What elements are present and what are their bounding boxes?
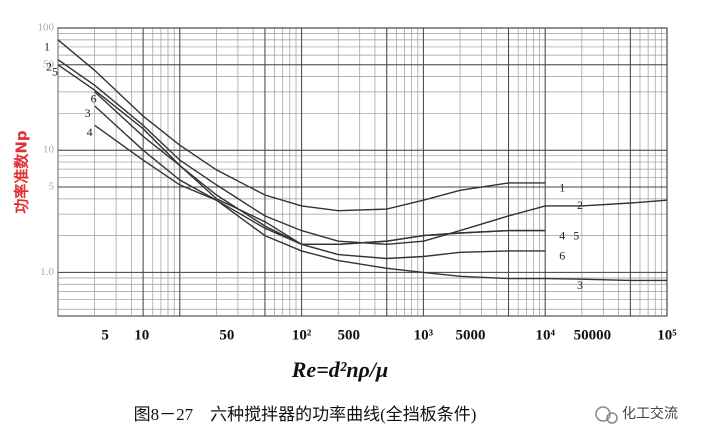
y-tick-label: 1.0 [40, 266, 54, 278]
curve [94, 105, 667, 282]
watermark-icon [595, 406, 618, 424]
x-tick-label: 10³ [414, 327, 434, 343]
y-tick-label: 10 [43, 144, 55, 156]
x-tick-label: 10⁵ [657, 327, 677, 343]
x-axis-title: Re=d²nρ/μ [291, 357, 389, 382]
curve-label: 3 [577, 278, 583, 292]
x-tick-label: 10⁴ [535, 327, 555, 343]
curve-label: 1 [559, 181, 565, 195]
x-tick-label: 10² [292, 327, 312, 343]
curve-label: 2 [577, 198, 583, 212]
curve-label: 5 [573, 228, 579, 242]
curve-label: 2 [46, 59, 52, 73]
curve-label: 3 [85, 106, 91, 120]
curve-label: 1 [44, 40, 50, 54]
x-tick-label: 5 [101, 327, 109, 343]
x-tick-label: 50000 [574, 327, 612, 343]
curve-label: 4 [559, 228, 565, 242]
x-tick-label: 5000 [456, 327, 486, 343]
watermark: 化工交流 [622, 405, 678, 422]
x-tick-label: 500 [337, 327, 360, 343]
x-tick-label: 10 [134, 327, 149, 343]
curve-label: 6 [91, 92, 97, 106]
curve-label: 5 [52, 65, 58, 79]
curve [94, 91, 546, 260]
y-tick-label: 100 [38, 22, 55, 34]
curve [57, 59, 668, 246]
y-tick-label: 5 [49, 181, 55, 193]
curve-label: 6 [559, 249, 565, 263]
x-tick-label: 50 [219, 327, 234, 343]
curve [57, 39, 546, 212]
caption: 图8－27 六种搅拌器的功率曲线(全挡板条件) [134, 405, 477, 424]
curve-label: 4 [87, 125, 93, 139]
y-tick-label: 50 [43, 58, 55, 70]
y-axis-title: 功率准数Np [13, 130, 31, 214]
